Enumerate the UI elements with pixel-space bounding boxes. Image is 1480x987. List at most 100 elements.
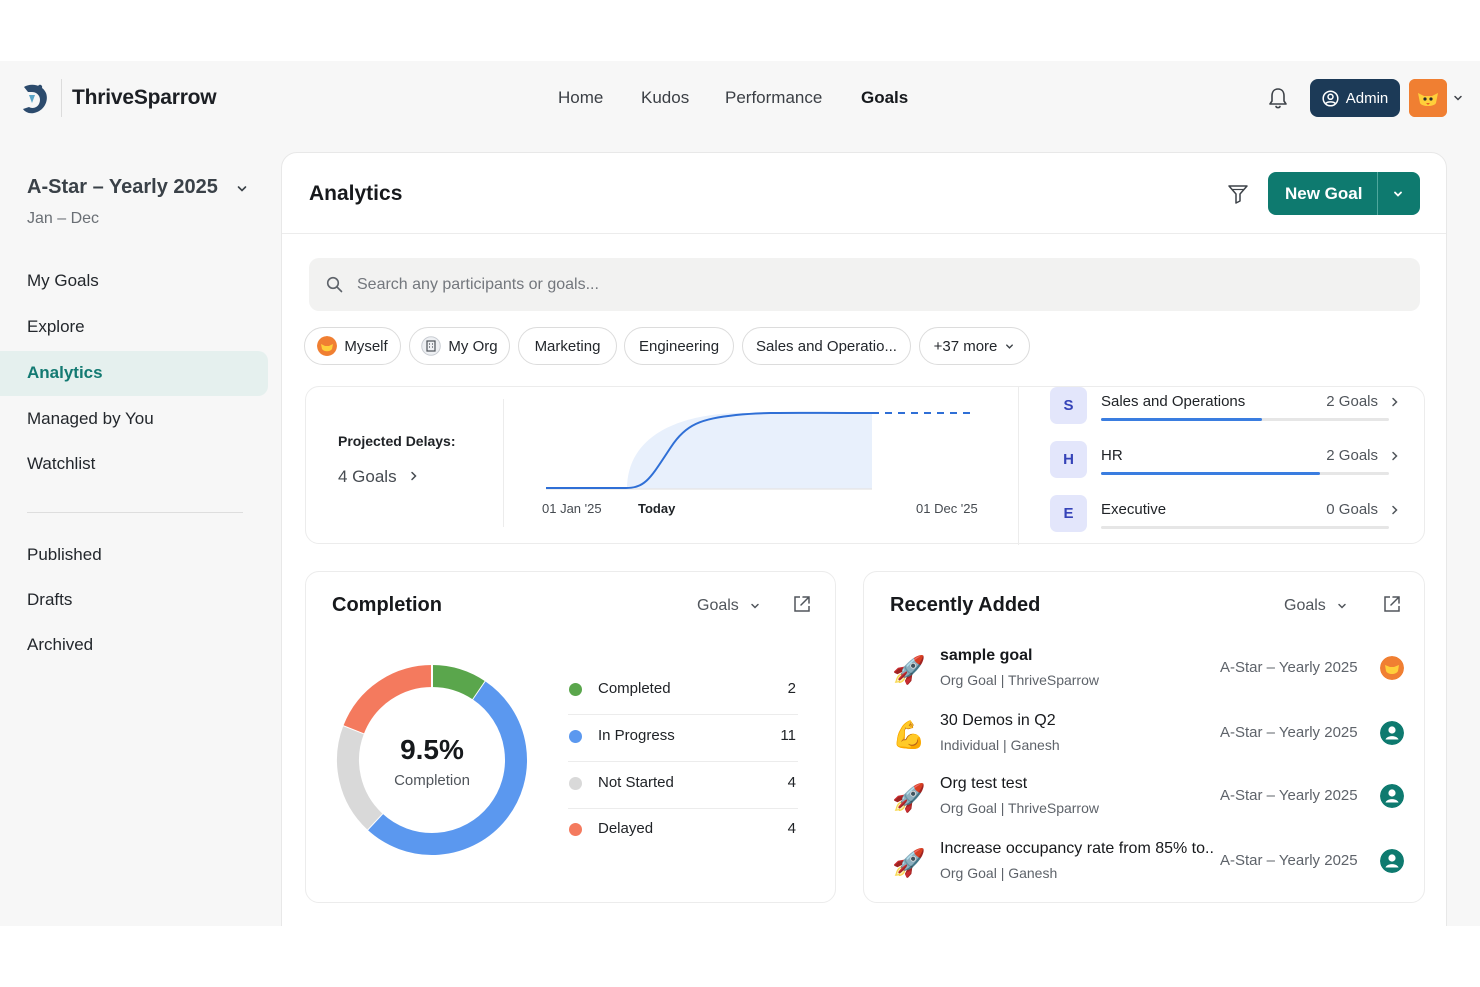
recent-goal-subtitle: Individual | Ganesh — [940, 737, 1060, 753]
sidebar-item-explore[interactable]: Explore — [27, 317, 85, 336]
legend-label: Not Started — [598, 774, 674, 791]
sidebar-item-managed-by-you[interactable]: Managed by You — [27, 409, 154, 428]
completion-title: Completion — [332, 594, 442, 616]
projected-delays-count[interactable]: 4 Goals — [338, 467, 419, 487]
recent-goal-subtitle: Org Goal | ThriveSparrow — [940, 800, 1099, 816]
user-avatar-icon[interactable] — [1380, 721, 1404, 745]
chip-label: +37 more — [933, 337, 998, 355]
avatar[interactable] — [1380, 656, 1404, 680]
external-link-icon[interactable] — [792, 594, 812, 614]
chip-sales-and-operations[interactable]: Sales and Operatio... — [742, 327, 911, 365]
chevron-down-icon — [1006, 343, 1014, 349]
department-progress-fill — [1101, 418, 1263, 421]
rocket-icon: 🚀 — [892, 848, 926, 878]
legend-dot — [569, 823, 582, 836]
delay-count-text: 4 Goals — [338, 467, 397, 486]
nav-goals[interactable]: Goals — [861, 88, 909, 107]
chevron-down-icon[interactable] — [1392, 188, 1404, 200]
legend-value: 4 — [787, 820, 796, 837]
legend-value: 2 — [787, 680, 796, 697]
filter-icon[interactable] — [1227, 183, 1249, 205]
search-bar — [309, 258, 1420, 311]
cycle-selector[interactable]: A-Star – Yearly 2025 — [27, 176, 218, 198]
sidebar-item-my-goals[interactable]: My Goals — [27, 271, 99, 290]
rocket-icon: 🚀 — [892, 655, 926, 685]
brand-divider — [61, 79, 62, 117]
completion-percent: 9.5% — [400, 734, 464, 765]
sidebar-active-highlight — [0, 351, 268, 396]
bell-icon[interactable] — [1267, 86, 1289, 110]
chevron-down-icon — [751, 603, 759, 609]
select-label: Goals — [1284, 597, 1326, 614]
new-goal-label: New Goal — [1285, 184, 1363, 203]
nav-kudos[interactable]: Kudos — [641, 88, 690, 107]
legend-dot — [569, 683, 582, 696]
recently-added-title: Recently Added — [890, 594, 1041, 616]
department-row[interactable]: E Executive 0 Goals — [1050, 495, 1400, 535]
chevron-down-icon — [1338, 603, 1346, 609]
recent-goal-title: sample goal — [940, 647, 1033, 664]
chip-more[interactable]: +37 more — [919, 327, 1030, 365]
flexed-biceps-icon: 💪 — [892, 720, 926, 750]
completion-goals-select[interactable]: Goals — [697, 597, 761, 615]
external-link-icon[interactable] — [1382, 594, 1402, 614]
chip-engineering[interactable]: Engineering — [624, 327, 734, 365]
sidebar-item-published[interactable]: Published — [27, 545, 102, 564]
recent-goals-select[interactable]: Goals — [1284, 597, 1348, 615]
top-bar: ThriveSparrow Home Kudos Performance Goa… — [0, 61, 1480, 137]
recent-goal-row[interactable]: 🚀 sample goal Org Goal | ThriveSparrow A… — [890, 645, 1404, 695]
department-row[interactable]: H HR 2 Goals — [1050, 441, 1400, 481]
recent-goal-row[interactable]: 💪 30 Demos in Q2 Individual | Ganesh A-S… — [890, 710, 1404, 760]
timeline-line — [546, 411, 873, 489]
donut-segment-completed — [431, 665, 486, 700]
cycle-range: Jan – Dec — [27, 210, 100, 227]
completion-card: Completion Goals 9.5% Completion Complet… — [305, 571, 836, 903]
chip-label: Sales and Operatio... — [756, 337, 897, 355]
nav-performance[interactable]: Performance — [725, 88, 823, 107]
legend-row-completed: Completed 2 — [568, 668, 798, 715]
sidebar-item-analytics[interactable]: Analytics — [27, 363, 103, 382]
brand-name[interactable]: ThriveSparrow — [72, 86, 217, 109]
department-goal-count: 0 Goals — [1326, 501, 1378, 518]
donut-segment-in-progress — [367, 681, 527, 855]
admin-label: Admin — [1345, 89, 1389, 107]
legend-dot — [569, 777, 582, 790]
department-row[interactable]: S Sales and Operations 2 Goals — [1050, 387, 1400, 427]
recently-added-card: Recently Added Goals 🚀 sample goal Org G… — [863, 571, 1425, 903]
chip-marketing[interactable]: Marketing — [518, 327, 617, 365]
chip-my-org[interactable]: My Org — [409, 327, 510, 365]
nav-home[interactable]: Home — [558, 88, 604, 107]
user-avatar-icon[interactable] — [1380, 784, 1404, 808]
user-avatar-icon[interactable] — [1380, 849, 1404, 873]
legend-label: In Progress — [598, 727, 675, 744]
new-goal-button[interactable]: New Goal — [1268, 172, 1420, 215]
projected-delays-label: Projected Delays: — [338, 433, 456, 449]
recent-goal-title: Increase occupancy rate from 85% to... — [940, 840, 1215, 857]
divider — [503, 399, 504, 527]
recent-goal-title: 30 Demos in Q2 — [940, 712, 1056, 729]
chip-label: Engineering — [638, 337, 720, 355]
user-circle-icon — [1322, 89, 1339, 107]
department-goal-count: 2 Goals — [1326, 393, 1378, 410]
chevron-down-icon[interactable] — [1452, 92, 1464, 104]
recent-goal-row[interactable]: 🚀 Org test test Org Goal | ThriveSparrow… — [890, 773, 1404, 823]
sidebar-item-archived[interactable]: Archived — [27, 635, 94, 654]
divider — [1018, 387, 1019, 545]
user-avatar[interactable] — [1409, 79, 1447, 117]
chip-label: Myself — [344, 337, 388, 355]
sidebar-item-watchlist[interactable]: Watchlist — [27, 454, 96, 473]
legend-dot — [569, 730, 582, 743]
thrivesparrow-logo-icon[interactable] — [20, 81, 50, 117]
department-progress-track — [1101, 526, 1389, 529]
completion-donut-chart — [337, 664, 527, 855]
sidebar-item-drafts[interactable]: Drafts — [27, 590, 73, 609]
donut-segment-delayed — [343, 665, 433, 734]
legend-label: Completed — [598, 680, 671, 697]
search-input[interactable] — [357, 258, 1397, 311]
admin-button[interactable]: Admin — [1310, 79, 1400, 117]
chip-myself[interactable]: Myself — [304, 327, 401, 365]
select-label: Goals — [697, 597, 739, 614]
recent-goal-row[interactable]: 🚀 Increase occupancy rate from 85% to...… — [890, 838, 1404, 888]
chevron-down-icon[interactable] — [236, 183, 248, 195]
department-name: Sales and Operations — [1101, 393, 1246, 410]
